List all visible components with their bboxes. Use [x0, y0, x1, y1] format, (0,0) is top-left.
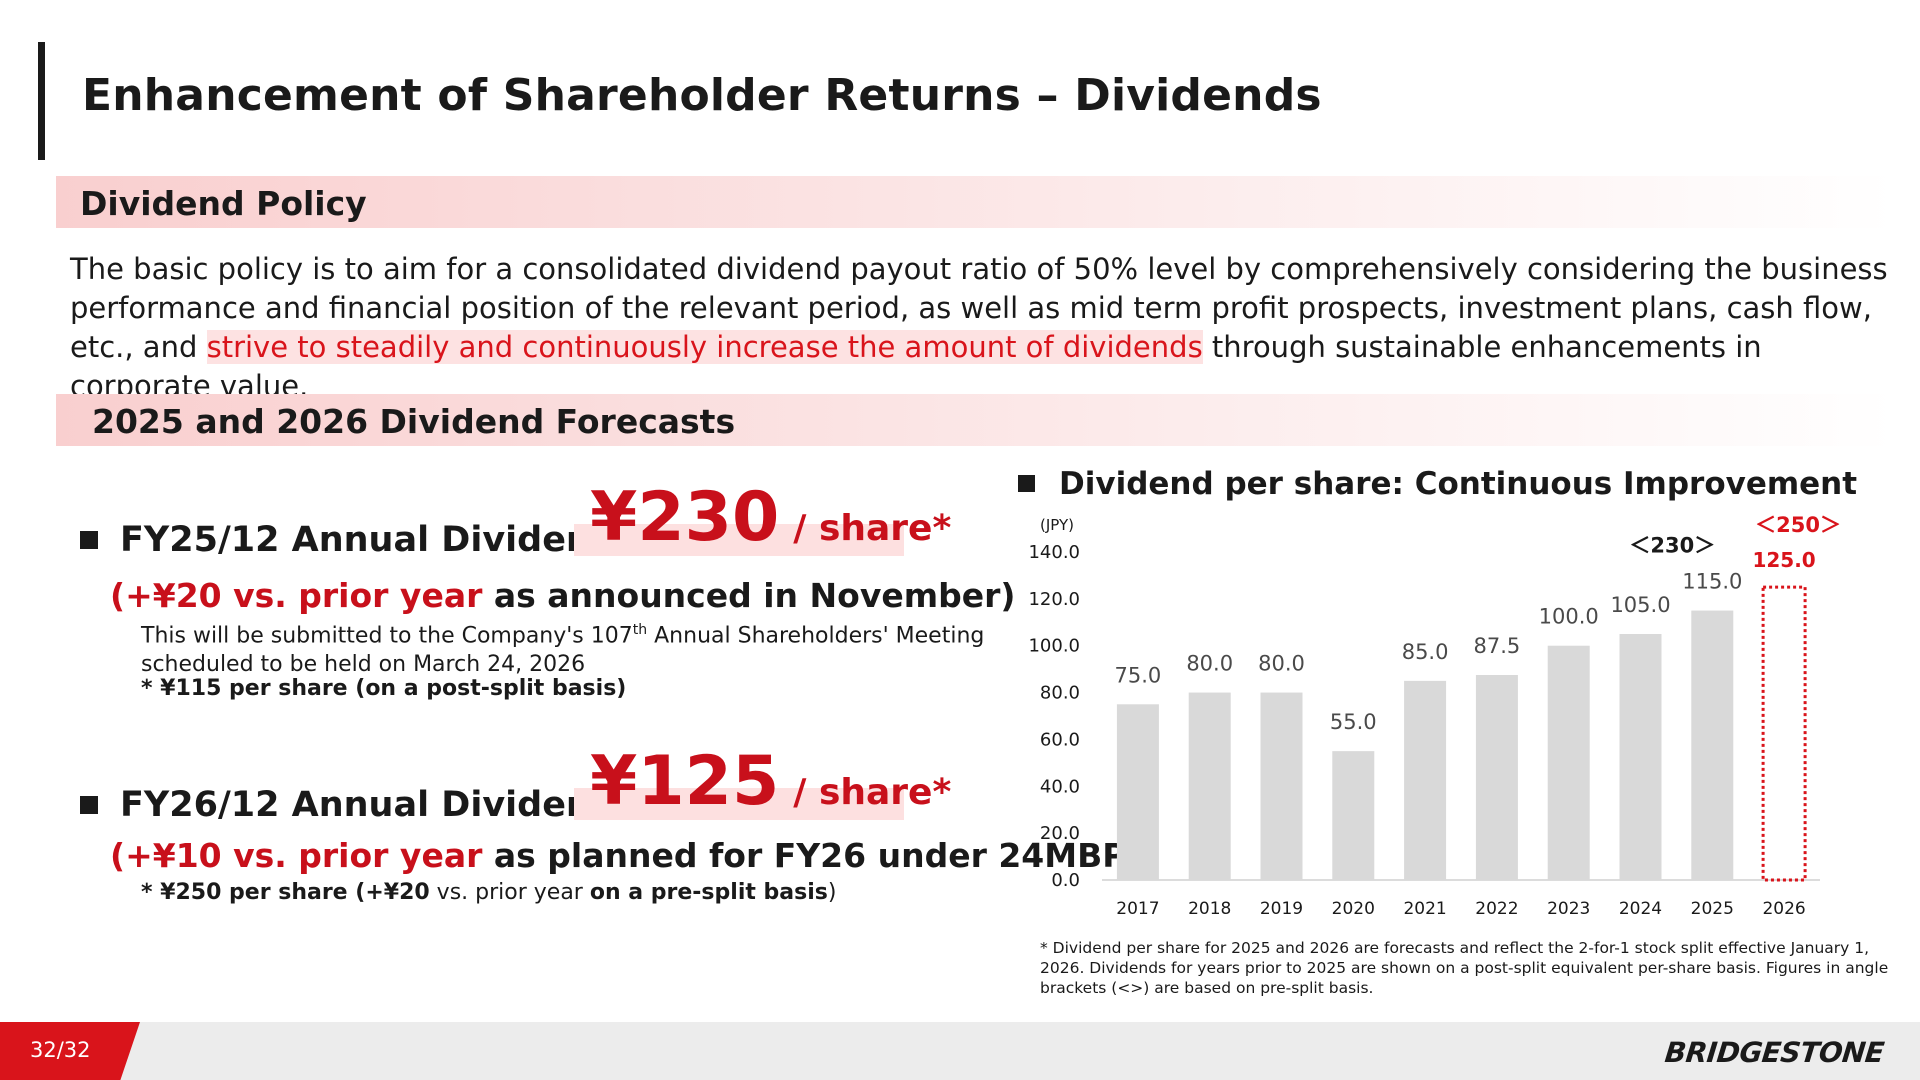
- bullet-square-icon: [1018, 475, 1035, 492]
- fy25-amount: ¥230 / share*: [590, 478, 951, 557]
- fy26-per-share: / share*: [793, 772, 952, 813]
- y-tick-label: 120.0: [1028, 589, 1080, 610]
- fy25-per-share: / share*: [793, 508, 952, 549]
- page-number: 32/32: [30, 1038, 91, 1062]
- fy25-note-line-2: scheduled to be held on March 24, 2026: [141, 652, 586, 678]
- bracket-label-2025: ＜230＞: [1629, 534, 1715, 558]
- fy26-heading: FY26/12 Annual Dividend: [80, 785, 616, 825]
- bar-2017: [1116, 704, 1159, 880]
- fy25-label: FY25/12 Annual Dividend: [120, 520, 616, 560]
- bullet-square-icon: [80, 796, 98, 814]
- y-tick-label: 140.0: [1028, 542, 1080, 563]
- bar-2019: [1260, 692, 1303, 880]
- data-label-2021: 85.0: [1402, 640, 1449, 664]
- y-tick-label: 0.0: [1051, 870, 1080, 891]
- fy26-amount-highlight: [574, 788, 904, 820]
- fy25-note: This will be submitted to the Company's …: [141, 616, 984, 679]
- chart-heading-text: Dividend per share: Continuous Improveme…: [1059, 466, 1858, 502]
- data-label-2019: 80.0: [1258, 652, 1305, 676]
- x-tick-label-2018: 2018: [1188, 899, 1231, 919]
- y-tick-label: 20.0: [1040, 823, 1080, 844]
- fy26-pre-split-note: * ¥250 per share (+¥20 vs. prior year on…: [141, 880, 837, 905]
- fy25-amount-value: ¥230: [590, 478, 780, 557]
- bar-2026: [1761, 585, 1807, 882]
- chart-heading: Dividend per share: Continuous Improveme…: [1018, 466, 1857, 502]
- fy26-label: FY26/12 Annual Dividend: [120, 785, 616, 825]
- title-accent-bar: [38, 42, 45, 160]
- y-tick-label: 100.0: [1028, 636, 1080, 657]
- y-axis-unit-label: (JPY): [1040, 516, 1074, 534]
- fy26-change: (+¥10 vs. prior year as planned for FY26…: [110, 836, 1142, 875]
- y-tick-label: 40.0: [1040, 776, 1080, 797]
- forecasts-heading-text: 2025 and 2026 Dividend Forecasts: [92, 402, 736, 441]
- x-tick-label-2017: 2017: [1116, 899, 1159, 919]
- data-label-2023: 100.0: [1539, 605, 1599, 629]
- data-label-2025: 115.0: [1682, 570, 1742, 594]
- policy-highlight: strive to steadily and continuously incr…: [206, 330, 1203, 364]
- forecasts-heading: 2025 and 2026 Dividend Forecasts: [56, 394, 1896, 446]
- fy25-change-red: (+¥20 vs. prior year: [110, 576, 483, 615]
- bar-2024: [1619, 634, 1662, 880]
- bar-2018: [1188, 692, 1231, 880]
- x-tick-label-2023: 2023: [1547, 899, 1590, 919]
- policy-text-part-1: The basic policy is to aim for a consoli…: [70, 252, 1888, 364]
- data-label-2024: 105.0: [1610, 593, 1670, 617]
- bar-2022: [1475, 675, 1518, 880]
- bracket-label-2026: ＜250＞: [1755, 513, 1840, 537]
- fy25-post-split-note: * ¥115 per share (on a post-split basis): [141, 676, 627, 701]
- x-tick-label-2026: 2026: [1762, 899, 1805, 919]
- footer-bar: [0, 1022, 1920, 1080]
- data-label-2022: 87.5: [1474, 634, 1521, 658]
- data-label-2017: 75.0: [1115, 663, 1162, 687]
- fy26-change-black: as planned for FY26 under 24MBP): [482, 836, 1142, 875]
- fy25-note-line-1: This will be submitted to the Company's …: [141, 622, 985, 649]
- fy25-amount-highlight: [574, 524, 904, 556]
- fy26-change-red: (+¥10 vs. prior year: [110, 836, 483, 875]
- fy25-change: (+¥20 vs. prior year as announced in Nov…: [110, 576, 1015, 615]
- bar-2025: [1691, 610, 1734, 880]
- bar-2023: [1547, 645, 1590, 880]
- fy26-amount: ¥125 / share*: [590, 742, 951, 821]
- bar-2020: [1332, 751, 1375, 880]
- data-label-2026: 125.0: [1752, 548, 1815, 572]
- x-tick-label-2022: 2022: [1475, 899, 1518, 919]
- bar-2021: [1404, 680, 1447, 880]
- y-tick-label: 60.0: [1040, 729, 1080, 750]
- fy25-heading: FY25/12 Annual Dividend: [80, 520, 616, 560]
- x-tick-label-2025: 2025: [1691, 899, 1734, 919]
- chart-footnote: * Dividend per share for 2025 and 2026 a…: [1040, 939, 1889, 997]
- data-label-2020: 55.0: [1330, 710, 1377, 734]
- x-tick-label-2024: 2024: [1619, 899, 1662, 919]
- fy26-amount-value: ¥125: [590, 742, 780, 821]
- bridgestone-logo: BRIDGESTONE: [1663, 1036, 1886, 1069]
- data-label-2018: 80.0: [1186, 652, 1233, 676]
- dividend-policy-heading: Dividend Policy: [56, 176, 1896, 228]
- x-tick-label-2021: 2021: [1403, 899, 1446, 919]
- dividend-policy-heading-text: Dividend Policy: [80, 184, 367, 223]
- fy25-change-black: as announced in November): [482, 576, 1016, 615]
- x-tick-label-2019: 2019: [1260, 899, 1303, 919]
- dividend-policy-text: The basic policy is to aim for a consoli…: [70, 250, 1900, 406]
- y-tick-label: 80.0: [1040, 683, 1080, 704]
- x-tick-label-2020: 2020: [1332, 899, 1375, 919]
- page-title: Enhancement of Shareholder Returns – Div…: [82, 70, 1322, 121]
- dividend-bar-chart: (JPY) 0.0 20.0 40.0 60.0 80.0 100.0 120.0 140.0 7…: [1028, 513, 1840, 919]
- page-number-badge: 32/32: [0, 1022, 140, 1080]
- bullet-square-icon: [80, 531, 98, 549]
